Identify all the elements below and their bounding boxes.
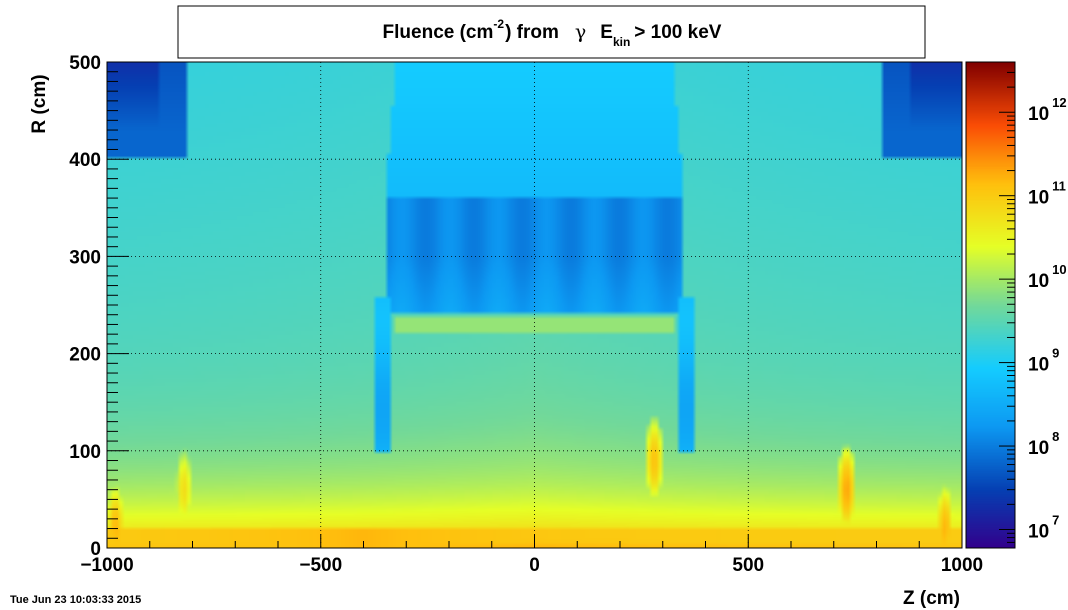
y-tick-label: 400 [69,150,101,171]
colorbar-frame [965,61,1016,549]
x-tick-label: 0 [529,555,540,576]
colorbar-tick-label: 108 [1028,429,1059,459]
timestamp-label: Tue Jun 23 10:03:33 2015 [10,594,141,606]
x-tick-label: 500 [732,555,764,576]
title-exponent: -2 [493,17,504,31]
title-energy-var: E [600,22,613,43]
title-gamma-symbol: γ [575,21,586,43]
colorbar-tick-label: 1012 [1028,95,1067,125]
x-axis-label: Z (cm) [903,588,960,609]
title-box [177,5,926,59]
grid-layer [107,62,962,548]
tick-layer: −1000 −500 0 500 1000 0 100 200 300 400 500 [69,53,983,576]
title-prefix: Fluence (cm [383,22,494,43]
colorbar-tick-label: 1011 [1028,179,1066,209]
x-tick-label: −1000 [80,555,133,576]
colorbar-image [966,62,1015,548]
colorbar-tick-label: 1010 [1028,262,1067,292]
colorbar-ticks: 107 108 109 1010 1011 1012 [999,61,1067,549]
title-middle: ) from [505,22,559,43]
plot-frame [106,61,963,549]
title-subscript: kin [613,35,630,49]
x-tick-label: −500 [299,555,342,576]
x-tick-label: 1000 [941,555,983,576]
colorbar-tick-label: 109 [1028,346,1059,376]
title-suffix: > 100 keV [634,22,721,43]
y-axis-label: R (cm) [29,74,50,133]
chart-title: Fluence (cm-2) from γ Ekin > 100 keV [383,17,722,49]
y-tick-label: 500 [69,53,101,74]
y-tick-label: 0 [90,539,101,560]
y-tick-label: 200 [69,345,101,366]
y-tick-label: 300 [69,247,101,268]
colorbar-tick-label: 107 [1028,512,1059,542]
y-tick-label: 100 [69,442,101,463]
